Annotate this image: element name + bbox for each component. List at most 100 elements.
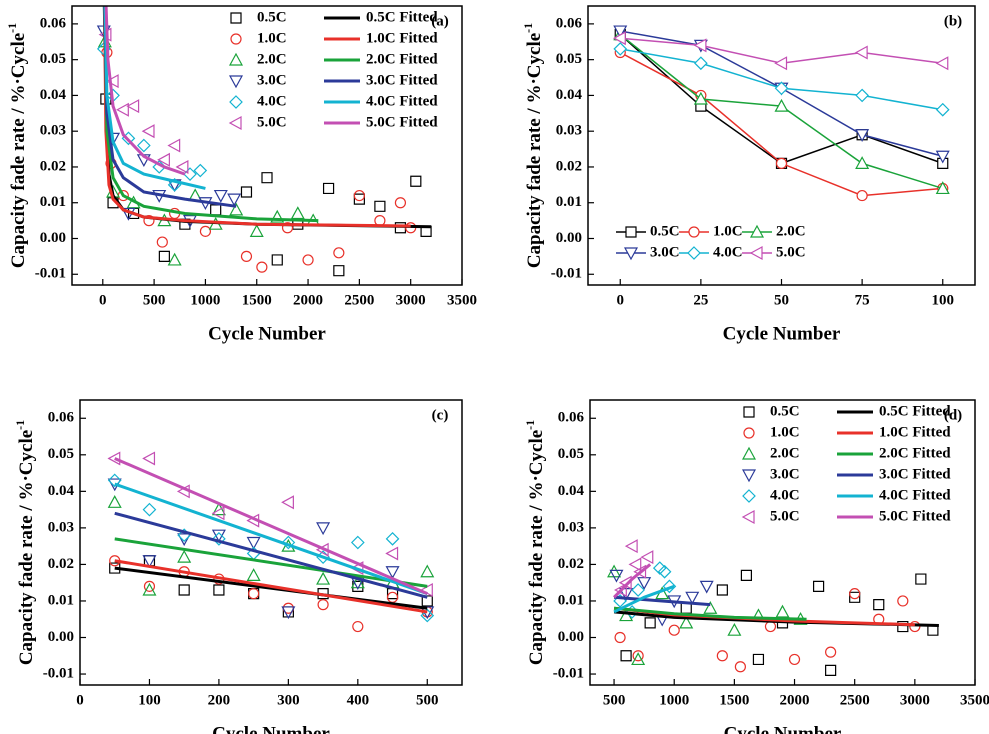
y-axis-label-text: Capacity fade rate / %·Cycle bbox=[8, 33, 29, 268]
data-point bbox=[631, 583, 645, 597]
y-tick-label: 0.00 bbox=[558, 629, 584, 645]
y-tick-label: 0.00 bbox=[556, 230, 582, 246]
legend-label: 3.0C bbox=[770, 466, 800, 482]
data-point bbox=[212, 531, 226, 546]
x-tick-label: 3500 bbox=[447, 292, 477, 308]
legend-marker bbox=[741, 469, 757, 483]
data-point bbox=[156, 236, 168, 248]
data-point bbox=[317, 599, 329, 611]
x-tick-label: 2000 bbox=[293, 292, 323, 308]
data-point bbox=[703, 601, 718, 614]
data-point bbox=[290, 206, 305, 220]
data-point bbox=[213, 189, 228, 203]
legend-label: 1.0C bbox=[713, 223, 743, 239]
data-point bbox=[693, 91, 708, 105]
data-point bbox=[107, 451, 121, 466]
data-point bbox=[614, 631, 626, 644]
data-point bbox=[136, 138, 151, 153]
data-point bbox=[385, 566, 400, 579]
y-tick-label: 0.04 bbox=[556, 87, 583, 103]
series-line bbox=[103, 6, 206, 190]
data-point bbox=[420, 608, 435, 623]
x-tick-label: 100 bbox=[138, 692, 161, 708]
x-axis-label: Cycle Number bbox=[208, 323, 326, 344]
y-axis-label-superscript: -1 bbox=[521, 23, 535, 33]
x-tick-label: 2000 bbox=[780, 692, 810, 708]
data-point bbox=[825, 646, 837, 658]
data-point bbox=[246, 568, 261, 581]
data-point bbox=[158, 250, 170, 262]
data-point bbox=[679, 615, 694, 629]
data-point bbox=[126, 99, 140, 114]
data-point bbox=[855, 88, 869, 103]
data-point bbox=[353, 190, 365, 202]
y-tick-label: -0.01 bbox=[43, 665, 74, 681]
legend-marker bbox=[229, 95, 243, 109]
legend-marker bbox=[228, 75, 244, 89]
x-tick-label: 3000 bbox=[900, 692, 930, 708]
data-point bbox=[640, 550, 654, 565]
legend-marker bbox=[687, 246, 701, 260]
y-tick-label: 0.03 bbox=[558, 519, 584, 535]
data-point bbox=[668, 624, 680, 636]
data-point bbox=[774, 56, 788, 71]
data-point bbox=[699, 580, 714, 594]
data-point bbox=[248, 588, 260, 600]
data-point bbox=[193, 163, 208, 178]
x-tick-label: 200 bbox=[208, 692, 231, 708]
data-point bbox=[270, 209, 285, 223]
axes-frame bbox=[71, 5, 463, 286]
data-point bbox=[249, 224, 264, 237]
data-point bbox=[897, 595, 909, 607]
series-line bbox=[104, 6, 186, 176]
legend-label: 4.0C bbox=[713, 244, 743, 260]
data-point bbox=[240, 250, 253, 262]
data-point bbox=[609, 569, 624, 583]
series-line bbox=[114, 457, 428, 596]
legend-label: 0.5C Fitted bbox=[366, 9, 438, 25]
data-point bbox=[352, 621, 364, 633]
y-tick-label: 0.01 bbox=[40, 194, 66, 210]
x-tick-label: 1000 bbox=[659, 692, 689, 708]
data-point bbox=[421, 595, 433, 607]
data-point bbox=[333, 265, 345, 277]
y-tick-label: -0.01 bbox=[35, 266, 66, 282]
data-point bbox=[385, 546, 399, 561]
legend-marker bbox=[742, 489, 756, 503]
data-point bbox=[607, 564, 622, 578]
axes-frame bbox=[79, 399, 463, 686]
data-point bbox=[177, 533, 192, 547]
data-point bbox=[628, 557, 642, 572]
data-point bbox=[613, 42, 628, 56]
legend-marker bbox=[743, 427, 755, 439]
data-point bbox=[873, 599, 885, 611]
panel-label: (b) bbox=[944, 13, 962, 29]
x-axis-label: Cycle Number bbox=[723, 323, 841, 344]
data-point bbox=[105, 74, 119, 89]
y-axis-label-superscript: -1 bbox=[13, 420, 27, 430]
data-point bbox=[350, 535, 365, 550]
legend-marker bbox=[743, 406, 755, 418]
x-tick-label: 100 bbox=[932, 292, 955, 308]
x-tick-label: 500 bbox=[143, 292, 166, 308]
legend-marker bbox=[623, 247, 639, 261]
y-axis-label: Capacity fade rate / %·Cycle-1 bbox=[521, 23, 546, 268]
legend-marker bbox=[741, 509, 755, 525]
series-line bbox=[114, 559, 428, 614]
data-point bbox=[261, 172, 273, 184]
data-point bbox=[855, 156, 870, 169]
data-point bbox=[142, 582, 157, 596]
y-axis-label-text: Capacity fade rate / %·Cycle bbox=[16, 430, 37, 665]
x-tick-label: 400 bbox=[347, 692, 370, 708]
legend-marker bbox=[228, 115, 242, 131]
x-tick-label: 1500 bbox=[719, 692, 749, 708]
plot-area bbox=[96, 6, 432, 277]
legend-marker bbox=[749, 224, 765, 238]
x-tick-label: 25 bbox=[693, 292, 708, 308]
legend-label: 5.0C Fitted bbox=[879, 508, 951, 524]
data-point bbox=[211, 506, 225, 521]
x-tick-label: 300 bbox=[277, 692, 300, 708]
data-point bbox=[740, 569, 753, 581]
data-point bbox=[177, 549, 192, 563]
data-point bbox=[175, 159, 189, 174]
